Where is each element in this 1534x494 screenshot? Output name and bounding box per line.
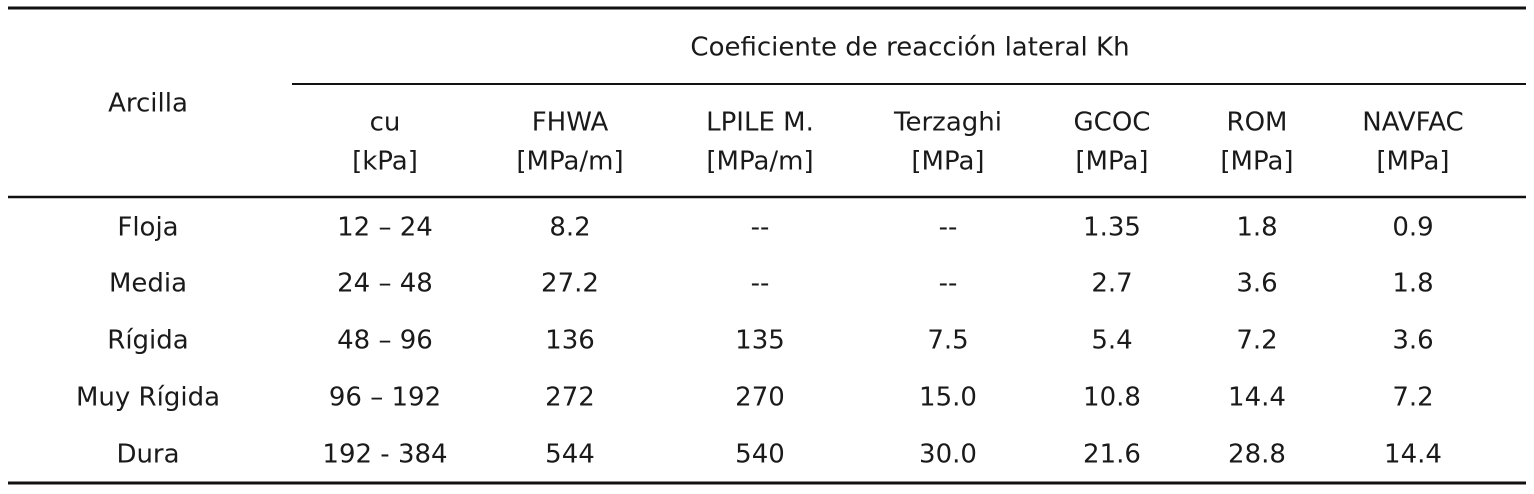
cell: 270	[735, 383, 785, 413]
cell: 5.4	[1091, 326, 1132, 356]
column-unit: [MPa]	[1220, 147, 1293, 177]
column-name: FHWA	[532, 108, 609, 138]
cell: 135	[735, 326, 785, 356]
cell: 540	[735, 440, 785, 470]
column-name: ROM	[1227, 108, 1288, 138]
cell: 7.2	[1236, 326, 1277, 356]
column-unit: [MPa]	[1075, 147, 1148, 177]
cell: 10.8	[1083, 383, 1141, 413]
cell: 136	[545, 326, 595, 356]
cell: --	[751, 213, 770, 243]
cell: --	[939, 269, 958, 299]
row-label: Rígida	[107, 326, 188, 356]
cell: 0.9	[1392, 213, 1433, 243]
cell: 27.2	[541, 269, 599, 299]
cell: 272	[545, 383, 595, 413]
column-unit: [MPa/m]	[706, 147, 813, 177]
cell: 1.8	[1392, 269, 1433, 299]
cell: 8.2	[549, 213, 590, 243]
row-label: Floja	[117, 213, 178, 243]
cell: 7.5	[927, 326, 968, 356]
cell: 544	[545, 440, 595, 470]
cell: --	[939, 213, 958, 243]
column-name: LPILE M.	[706, 108, 814, 138]
cell: 15.0	[919, 383, 977, 413]
cell: 3.6	[1392, 326, 1433, 356]
row-header: Arcilla	[108, 89, 188, 119]
cell: 48 – 96	[337, 326, 433, 356]
column-unit: [MPa]	[1376, 147, 1449, 177]
cell: 2.7	[1091, 269, 1132, 299]
row-label: Media	[109, 269, 187, 299]
group-header: Coeficiente de reacción lateral Kh	[690, 33, 1129, 63]
column-name: NAVFAC	[1362, 108, 1463, 138]
cell: 14.4	[1228, 383, 1286, 413]
column-unit: [MPa/m]	[516, 147, 623, 177]
cell: 24 – 48	[337, 269, 433, 299]
row-label: Dura	[116, 440, 179, 470]
column-name: cu	[370, 108, 401, 138]
cell: 28.8	[1228, 440, 1286, 470]
cell: 1.8	[1236, 213, 1277, 243]
cell: 1.35	[1083, 213, 1141, 243]
column-unit: [MPa]	[911, 147, 984, 177]
cell: 30.0	[919, 440, 977, 470]
cell: --	[751, 269, 770, 299]
cell: 3.6	[1236, 269, 1277, 299]
column-name: GCOC	[1074, 108, 1151, 138]
cell: 7.2	[1392, 383, 1433, 413]
cell: 14.4	[1384, 440, 1442, 470]
column-name: Terzaghi	[893, 108, 1002, 138]
cell: 96 – 192	[329, 383, 441, 413]
row-label: Muy Rígida	[76, 383, 220, 413]
cell: 21.6	[1083, 440, 1141, 470]
column-unit: [kPa]	[352, 147, 418, 177]
cell: 12 – 24	[337, 213, 433, 243]
cell: 192 - 384	[322, 440, 447, 470]
